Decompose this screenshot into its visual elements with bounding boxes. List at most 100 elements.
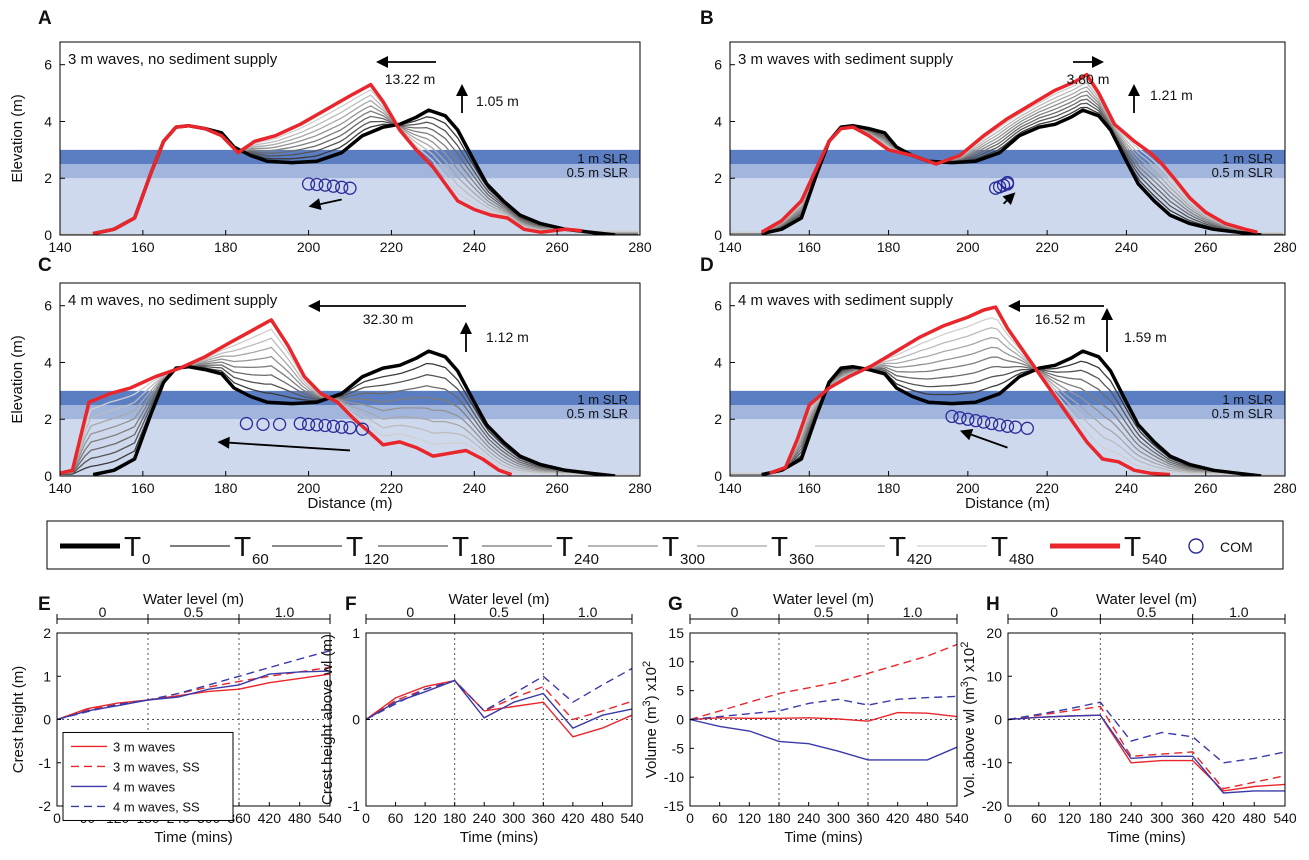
- legend-sub: 60: [252, 551, 269, 568]
- water-band-0.5m-slr: [60, 164, 640, 179]
- slr-label-1m: 1 m SLR: [1222, 151, 1273, 166]
- legend-com-marker: [1188, 538, 1204, 554]
- legend-label: T: [124, 531, 141, 562]
- top-axis-tick-label: 0.5: [489, 604, 509, 620]
- panel-label: C: [38, 255, 52, 276]
- x-tick-label: 240: [463, 239, 487, 255]
- x-tick-label: 0: [362, 810, 370, 826]
- panel-title: 3 m waves, no sediment supply: [68, 51, 278, 68]
- x-tick-label: 180: [877, 480, 901, 496]
- y-tick-label: -20: [982, 798, 1002, 814]
- x-tick-label: 260: [1194, 480, 1218, 496]
- legend-sub: 360: [789, 551, 814, 568]
- com-arrow-shaft: [970, 433, 1008, 449]
- profiles: [730, 305, 1283, 476]
- series-line: [365, 679, 633, 738]
- legend-sub: 420: [907, 551, 932, 568]
- panel-label: G: [668, 594, 683, 615]
- crest-rise-arrow-head: [1128, 84, 1140, 96]
- y-tick-label: 2: [44, 411, 52, 427]
- y-tick-label: 2: [43, 625, 51, 641]
- x-tick-label: 260: [545, 239, 569, 255]
- y-tick-label: 0: [44, 468, 52, 484]
- x-tick-label: 420: [886, 810, 910, 826]
- x-tick-label: 0: [1004, 810, 1012, 826]
- series-legend-label: 4 m waves, SS: [113, 799, 200, 814]
- slr-label-1m: 1 m SLR: [577, 151, 628, 166]
- y-tick-label: 10: [986, 668, 1002, 684]
- top-axis-tick-label: 0: [406, 604, 414, 620]
- x-tick-label: 280: [628, 480, 652, 496]
- panel-f: Water level (m) 0 0.5 1.0 0 60 120 180 240 300 360…: [319, 591, 644, 846]
- slr-label-1m: 1 m SLR: [577, 392, 628, 407]
- crest-rise-arrow-head: [460, 322, 472, 334]
- slr-label-0.5m: 0.5 m SLR: [567, 406, 628, 421]
- series-legend-label: 3 m waves, SS: [113, 759, 200, 774]
- com-marker: [945, 409, 959, 424]
- panel-label: A: [38, 8, 52, 29]
- x-axis-label: Time (mins): [154, 829, 233, 846]
- crest-rise-label: 1.59 m: [1124, 329, 1167, 345]
- panel-label: D: [700, 255, 714, 276]
- panel-title: 3 m waves with sediment supply: [738, 51, 954, 68]
- profile-t540: [760, 72, 1258, 234]
- y-tick-label: 1: [43, 668, 51, 684]
- retreat-arrow-head: [308, 300, 320, 312]
- com-marker: [310, 418, 324, 432]
- plot-frame: [59, 282, 641, 477]
- y-tick-label: 4: [44, 113, 52, 129]
- profile-t540: [92, 82, 583, 235]
- y-axis-label: Elevation (m): [9, 94, 26, 182]
- series-line: [689, 718, 958, 761]
- x-tick-label: 140: [48, 480, 72, 496]
- com-arrow-head: [217, 436, 230, 449]
- water-band-1m-slr: [60, 149, 640, 165]
- com-marker: [335, 420, 349, 434]
- x-tick-label: 200: [297, 239, 321, 255]
- panel-d: 140 160 180 200 220 240 260 280 0 2 4 6 D 4 m waves w…: [700, 255, 1297, 512]
- profile-t180: [60, 364, 638, 476]
- x-tick-label: 220: [1035, 239, 1059, 255]
- legend-label: T: [1124, 531, 1141, 562]
- com-arrow-head: [959, 428, 974, 441]
- x-tick-label: 180: [1089, 810, 1113, 826]
- x-axis-label: Time (mins): [460, 829, 539, 846]
- y-axis-label: Crest height above wl (m): [319, 634, 336, 805]
- y-tick-label: -5: [672, 740, 685, 756]
- y-tick-label: 0: [352, 712, 360, 728]
- x-tick-label: 240: [1119, 810, 1143, 826]
- plot-frame: [59, 41, 641, 236]
- legend-label: T: [556, 531, 573, 562]
- y-tick-label: -1: [39, 755, 52, 771]
- panel-title: 4 m waves, no sediment supply: [68, 292, 278, 309]
- top-axis-tick-label: 1.0: [275, 604, 295, 620]
- series-line: [365, 679, 633, 721]
- y-tick-label: -10: [982, 755, 1002, 771]
- com-marker: [1000, 419, 1015, 433]
- profile-t300: [60, 355, 638, 476]
- com-marker: [256, 417, 270, 431]
- x-tick-label: 120: [738, 810, 762, 826]
- legend-label: T: [991, 531, 1008, 562]
- x-tick-label: 300: [827, 810, 851, 826]
- y-tick-label: -2: [39, 798, 52, 814]
- x-tick-label: 0: [53, 810, 61, 826]
- x-tick-label: 420: [258, 810, 282, 826]
- x-tick-label: 240: [1115, 239, 1139, 255]
- retreat-label: 32.30 m: [363, 311, 414, 327]
- y-axis-label: Elevation (m): [9, 335, 26, 423]
- com-marker: [301, 417, 316, 431]
- series-line: [1007, 714, 1286, 792]
- y-tick-label: 0: [714, 227, 722, 243]
- x-tick-label: 280: [1273, 239, 1297, 255]
- retreat-label: 3.80 m: [1067, 71, 1110, 87]
- y-tick-label: 6: [44, 57, 52, 73]
- series-line: [1007, 714, 1285, 794]
- com-marker: [992, 418, 1007, 432]
- y-tick-label: 5: [676, 683, 684, 699]
- x-tick-label: 540: [318, 810, 342, 826]
- y-tick-label: 6: [44, 298, 52, 314]
- x-tick-label: 140: [718, 239, 742, 255]
- legend-label: T: [234, 531, 251, 562]
